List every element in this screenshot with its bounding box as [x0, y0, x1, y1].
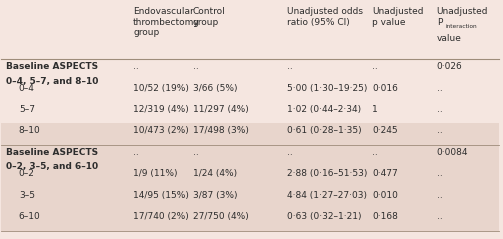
- Text: ..: ..: [437, 169, 443, 178]
- Text: 12/319 (4%): 12/319 (4%): [133, 105, 189, 114]
- Text: 0·010: 0·010: [372, 190, 398, 200]
- Text: 0·245: 0·245: [372, 126, 397, 135]
- Text: 1/9 (11%): 1/9 (11%): [133, 169, 178, 178]
- Text: ..: ..: [287, 62, 293, 71]
- Text: 1·02 (0·44–2·34): 1·02 (0·44–2·34): [287, 105, 362, 114]
- Text: ..: ..: [437, 212, 443, 221]
- Text: 17/498 (3%): 17/498 (3%): [193, 126, 249, 135]
- Text: Baseline ASPECTS: Baseline ASPECTS: [7, 62, 99, 71]
- Text: 0–4, 5–7, and 8–10: 0–4, 5–7, and 8–10: [7, 77, 99, 86]
- Text: 0–2, 3–5, and 6–10: 0–2, 3–5, and 6–10: [7, 162, 99, 171]
- Text: 10/473 (2%): 10/473 (2%): [133, 126, 189, 135]
- Text: 0·026: 0·026: [437, 62, 462, 71]
- Bar: [2, 124, 499, 231]
- Text: 14/95 (15%): 14/95 (15%): [133, 190, 189, 200]
- Text: 0·63 (0·32–1·21): 0·63 (0·32–1·21): [287, 212, 362, 221]
- Text: ..: ..: [372, 62, 378, 71]
- Text: 3/87 (3%): 3/87 (3%): [193, 190, 237, 200]
- Text: ..: ..: [133, 148, 139, 157]
- Text: 0·477: 0·477: [372, 169, 398, 178]
- Text: 0·0084: 0·0084: [437, 148, 468, 157]
- Text: Baseline ASPECTS: Baseline ASPECTS: [7, 148, 99, 157]
- Text: 8–10: 8–10: [19, 126, 41, 135]
- Text: ..: ..: [287, 148, 293, 157]
- Text: ..: ..: [437, 190, 443, 200]
- Text: value: value: [437, 34, 462, 43]
- Text: 0·016: 0·016: [372, 83, 398, 92]
- Text: 11/297 (4%): 11/297 (4%): [193, 105, 248, 114]
- Text: ..: ..: [193, 148, 199, 157]
- Text: Endovascular
thrombectomy
group: Endovascular thrombectomy group: [133, 7, 200, 37]
- Text: ..: ..: [372, 148, 378, 157]
- Text: ..: ..: [437, 83, 443, 92]
- Text: ..: ..: [193, 62, 199, 71]
- Text: Unadjusted
P: Unadjusted P: [437, 7, 488, 27]
- Text: 3/66 (5%): 3/66 (5%): [193, 83, 237, 92]
- Text: 0·61 (0·28–1·35): 0·61 (0·28–1·35): [287, 126, 362, 135]
- Text: 5·00 (1·30–19·25): 5·00 (1·30–19·25): [287, 83, 368, 92]
- Text: 4·84 (1·27–27·03): 4·84 (1·27–27·03): [287, 190, 367, 200]
- Text: 3–5: 3–5: [19, 190, 35, 200]
- Text: Unadjusted
p value: Unadjusted p value: [372, 7, 424, 27]
- Text: 10/52 (19%): 10/52 (19%): [133, 83, 189, 92]
- Text: Control
group: Control group: [193, 7, 226, 27]
- Text: 27/750 (4%): 27/750 (4%): [193, 212, 248, 221]
- Text: interaction: interaction: [446, 24, 477, 29]
- Text: 0–4: 0–4: [19, 83, 35, 92]
- Text: 6–10: 6–10: [19, 212, 41, 221]
- Text: 0–2: 0–2: [19, 169, 35, 178]
- Text: 2·88 (0·16–51·53): 2·88 (0·16–51·53): [287, 169, 368, 178]
- Text: 1: 1: [372, 105, 378, 114]
- Text: Unadjusted odds
ratio (95% CI): Unadjusted odds ratio (95% CI): [287, 7, 364, 27]
- Text: 0·168: 0·168: [372, 212, 398, 221]
- Text: ..: ..: [133, 62, 139, 71]
- Text: 17/740 (2%): 17/740 (2%): [133, 212, 189, 221]
- Text: 1/24 (4%): 1/24 (4%): [193, 169, 237, 178]
- Text: ..: ..: [437, 126, 443, 135]
- Text: ..: ..: [437, 105, 443, 114]
- Text: 5–7: 5–7: [19, 105, 35, 114]
